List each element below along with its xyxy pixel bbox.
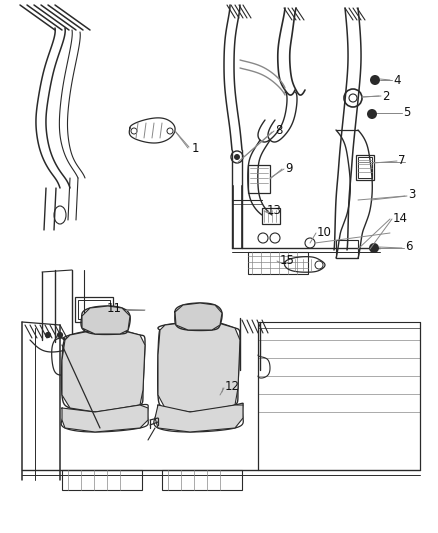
Circle shape xyxy=(367,109,377,119)
Text: 15: 15 xyxy=(280,254,295,266)
Bar xyxy=(78,300,110,319)
Bar xyxy=(75,297,113,322)
Bar xyxy=(248,165,270,193)
Text: 13: 13 xyxy=(267,204,282,216)
Polygon shape xyxy=(62,330,145,412)
Text: 11: 11 xyxy=(107,303,122,316)
Text: 10: 10 xyxy=(317,225,332,238)
Text: 3: 3 xyxy=(408,189,415,201)
Circle shape xyxy=(370,75,380,85)
Text: 6: 6 xyxy=(405,240,413,254)
Text: 14: 14 xyxy=(393,212,408,224)
Circle shape xyxy=(46,333,50,337)
Polygon shape xyxy=(82,306,130,334)
Bar xyxy=(356,155,374,180)
Text: 4: 4 xyxy=(393,74,400,86)
Circle shape xyxy=(57,333,63,337)
Polygon shape xyxy=(175,303,222,330)
Circle shape xyxy=(369,243,379,253)
Bar xyxy=(358,157,372,178)
Text: 5: 5 xyxy=(403,107,410,119)
Text: 9: 9 xyxy=(285,161,293,174)
Bar xyxy=(62,470,142,490)
Text: 7: 7 xyxy=(398,154,406,166)
Polygon shape xyxy=(62,405,148,432)
Polygon shape xyxy=(158,322,240,412)
Polygon shape xyxy=(155,405,243,432)
Bar xyxy=(248,252,308,274)
Circle shape xyxy=(234,154,240,160)
Text: 2: 2 xyxy=(382,90,389,102)
Text: 1: 1 xyxy=(192,141,199,155)
Text: 12: 12 xyxy=(225,381,240,393)
Bar xyxy=(262,208,280,224)
Text: 8: 8 xyxy=(275,124,283,136)
Bar xyxy=(336,240,358,258)
Bar xyxy=(162,470,242,490)
